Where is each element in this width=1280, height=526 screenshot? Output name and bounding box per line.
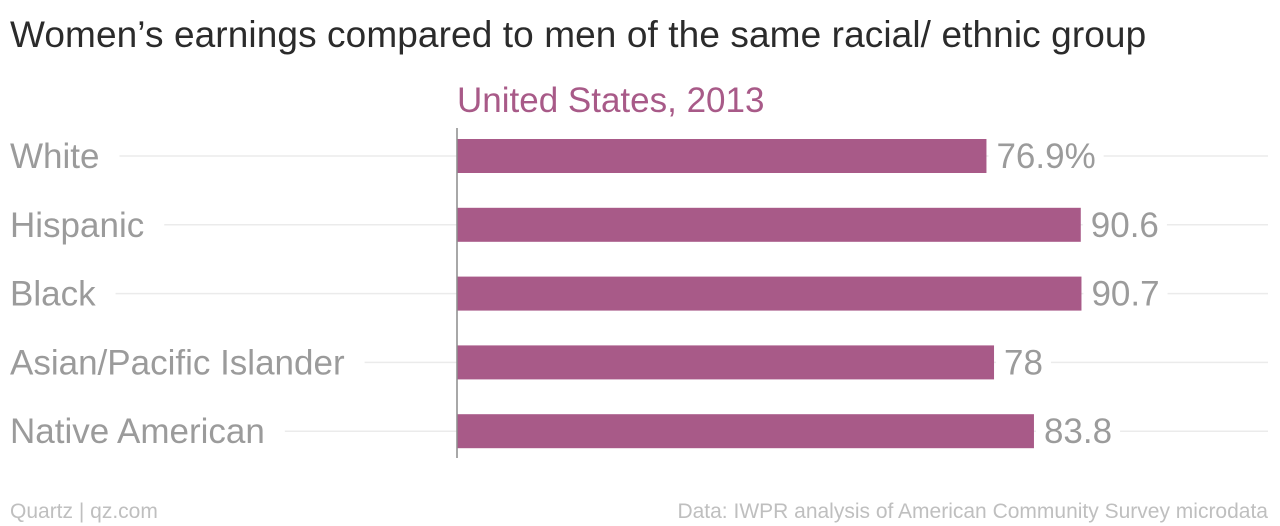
value-label-backdrop (1083, 279, 1168, 308)
bar (457, 207, 1081, 242)
value-label: 78 (1004, 343, 1043, 382)
chart-title: Women’s earnings compared to men of the … (10, 14, 1147, 55)
bar (457, 345, 995, 380)
source-credit: Quartz | qz.com (10, 500, 158, 523)
value-label: 83.8 (1044, 412, 1112, 451)
value-label-backdrop (996, 348, 1051, 377)
category-label: White (10, 137, 99, 176)
data-source-note: Data: IWPR analysis of American Communit… (677, 500, 1268, 523)
value-label-backdrop (1035, 417, 1121, 446)
series-label: United States, 2013 (457, 81, 764, 120)
category-label: Asian/Pacific Islander (10, 343, 345, 382)
category-label: Native American (10, 412, 265, 451)
value-label: 90.6 (1091, 206, 1159, 245)
bar (457, 276, 1082, 311)
bar (457, 414, 1034, 449)
value-label-backdrop (988, 142, 1104, 170)
value-label: 90.7 (1091, 275, 1159, 314)
value-label-backdrop (1082, 210, 1167, 239)
value-label: 76.9% (996, 137, 1095, 176)
category-label: Hispanic (10, 206, 144, 245)
bar (457, 139, 987, 173)
category-label: Black (10, 275, 96, 314)
